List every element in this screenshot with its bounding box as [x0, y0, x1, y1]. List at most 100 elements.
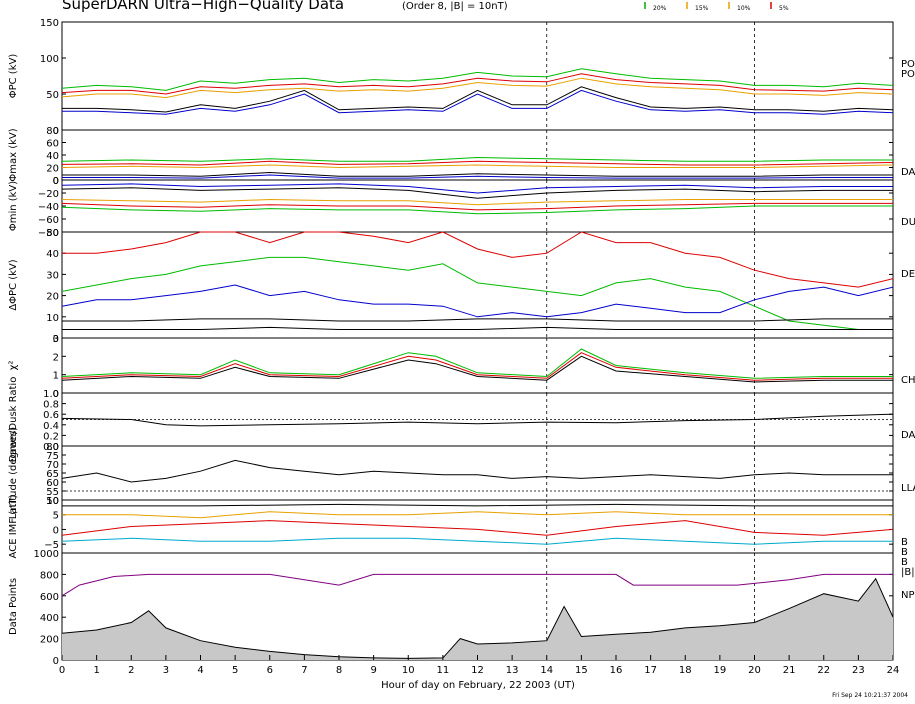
legend-label: 15% [695, 5, 709, 12]
right-label: PO [901, 59, 915, 70]
y-tick-label: 50 [46, 228, 59, 239]
y-axis-label: χ² [8, 361, 19, 371]
threshold-legend: 20% 15% 10% 5% [644, 2, 789, 12]
y-tick-label: 3 [53, 334, 59, 345]
x-tick-label: 6 [267, 665, 273, 676]
panel-dawn-dusk-ratio: 1.00.80.60.40.20.0 Dawn/Dusk Ratio DAY [8, 377, 915, 463]
right-label: DU [901, 217, 915, 228]
y-tick-label: 800 [40, 570, 59, 581]
y-axis-label: ACE IMF (nT) [8, 494, 19, 558]
series-line [62, 511, 893, 519]
panel-chi-square: 3 2 1 0 χ² CH [8, 334, 915, 400]
x-tick-label: 9 [370, 665, 376, 676]
right-label: B [901, 547, 908, 558]
series-line [62, 318, 893, 322]
series-line [62, 86, 894, 113]
x-tick-label: 16 [610, 665, 623, 676]
right-label: B [901, 537, 908, 548]
y-tick-label: 1000 [34, 549, 59, 560]
x-tick-label: 17 [644, 665, 657, 676]
x-tick-label: 20 [748, 665, 761, 676]
series-line [61, 577, 894, 659]
y-tick-label: 30 [46, 270, 59, 281]
x-tick-label: 22 [817, 665, 830, 676]
y-tick-label: 50 [46, 90, 59, 101]
series-line [61, 256, 893, 330]
legend-label: 20% [653, 5, 667, 12]
y-tick-label: 80 [46, 126, 59, 137]
right-label: DE [901, 269, 915, 280]
y-axis-label: Φmin (kV) [8, 181, 19, 231]
series-line [61, 198, 893, 206]
y-tick-label: 0.4 [43, 421, 59, 432]
legend-label: 10% [737, 5, 751, 12]
series-line [61, 413, 894, 427]
x-axis: 0 1 2 3 4 5 6 7 8 9 10 11 12 13 14 15 16 17 18 19 20 21 22 23 24 [59, 655, 899, 676]
panel-frame [61, 21, 894, 131]
series-line [61, 284, 894, 318]
y-tick-label: 0.8 [43, 400, 59, 411]
y-tick-label: 600 [40, 592, 59, 603]
x-tick-label: 8 [336, 665, 342, 676]
series-line [61, 348, 893, 379]
panel-frame [61, 129, 894, 181]
chart-title: SuperDARN Ultra−High−Quality Data [62, 0, 344, 13]
y-tick-label: 5 [53, 511, 59, 522]
x-tick-label: 11 [437, 665, 450, 676]
y-tick-label: 0 [53, 176, 59, 187]
series-line [61, 187, 893, 199]
x-tick-label: 15 [575, 665, 588, 676]
panel-phi-min: 0 −20 −40 −60 −80 Φmin (kV) DU [8, 176, 915, 239]
series-line [61, 160, 894, 166]
series-line [61, 537, 893, 545]
panel-frame [61, 231, 894, 339]
series-line [61, 573, 893, 597]
y-tick-label: 60 [46, 478, 59, 489]
series-line [62, 171, 893, 177]
y-tick-label: 0 [53, 525, 59, 536]
y-tick-label: 75 [46, 451, 59, 462]
y-tick-label: 0 [53, 656, 59, 667]
y-tick-label: 10 [46, 496, 59, 507]
right-label: LLA [901, 483, 915, 494]
y-tick-label: −5 [44, 540, 59, 551]
x-tick-label: 7 [301, 665, 307, 676]
right-label: B [901, 557, 908, 568]
x-tick-label: 1 [93, 665, 99, 676]
panel-frame [61, 337, 894, 394]
y-tick-label: 400 [40, 613, 59, 624]
y-tick-label: 0.0 [43, 442, 59, 453]
y-axis-label: Φmax (kV) [8, 128, 19, 181]
x-tick-label: 21 [783, 665, 796, 676]
panel-data-points: 1000 800 600 400 200 0 Data Points NP [8, 549, 915, 667]
y-tick-label: 40 [46, 151, 59, 162]
series-line [61, 355, 893, 383]
y-tick-label: 0.2 [43, 431, 59, 442]
series-line [61, 156, 893, 162]
series-line [61, 183, 893, 194]
x-tick-label: 5 [232, 665, 238, 676]
x-tick-label: 18 [679, 665, 692, 676]
chart-subtitle: (Order 8, |B| = 10nT) [402, 1, 508, 12]
y-tick-label: 10 [46, 313, 59, 324]
x-tick-label: 13 [506, 665, 519, 676]
y-tick-label: 50 [46, 496, 59, 507]
y-axis-label: Dawn/Dusk Ratio [8, 377, 19, 463]
series-line [62, 174, 893, 179]
right-label: NP [901, 590, 915, 601]
x-tick-label: 10 [402, 665, 415, 676]
right-label: DAY [901, 430, 915, 441]
y-tick-label: −40 [38, 202, 59, 213]
series-line [61, 352, 893, 381]
panel-frame [61, 445, 894, 501]
legend-label: 5% [779, 5, 789, 12]
right-label: PO [901, 69, 915, 80]
x-axis-label: Hour of day on February, 22 2003 (UT) [381, 680, 575, 691]
y-axis-label: Latitude (degrees) [8, 427, 19, 519]
y-tick-label: 2 [53, 352, 59, 363]
x-tick-label: 19 [714, 665, 727, 676]
